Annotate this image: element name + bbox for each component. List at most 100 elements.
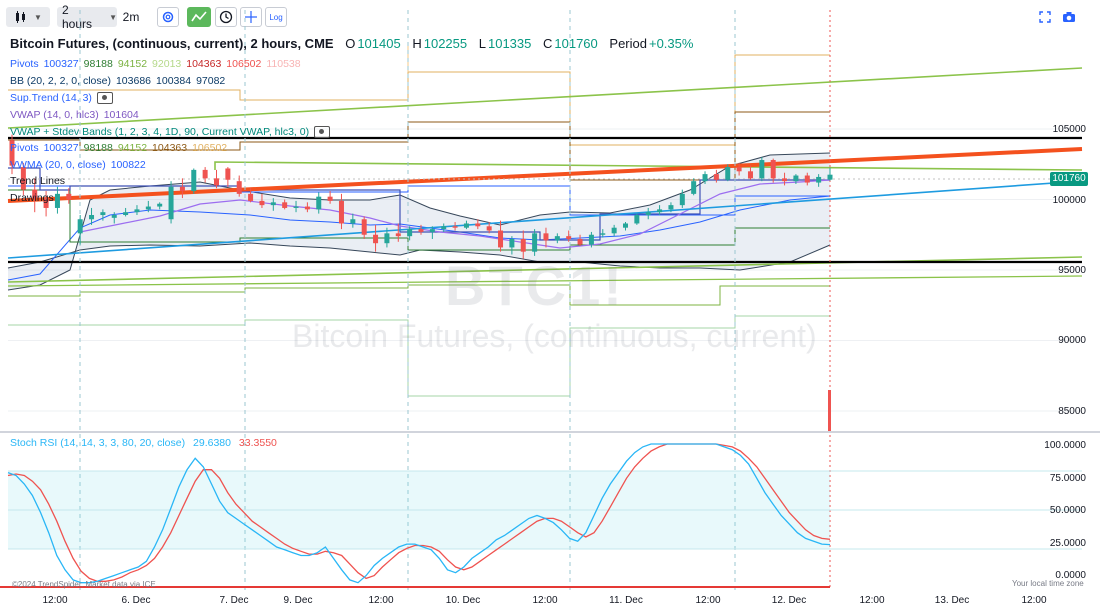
- candle-body[interactable]: [702, 174, 708, 182]
- fullscreen-button[interactable]: [1036, 7, 1054, 27]
- candle-body[interactable]: [804, 175, 810, 183]
- candle-body[interactable]: [248, 193, 254, 201]
- replay-button[interactable]: [215, 7, 237, 27]
- candle-body[interactable]: [816, 176, 822, 183]
- indicator-value: 98188: [83, 58, 113, 70]
- candle-body[interactable]: [407, 229, 413, 237]
- candle-body[interactable]: [657, 209, 663, 213]
- candle-body[interactable]: [89, 215, 95, 220]
- candle-body[interactable]: [452, 226, 458, 228]
- candle-body[interactable]: [395, 233, 401, 237]
- candle-body[interactable]: [429, 229, 435, 232]
- candle-body[interactable]: [191, 169, 197, 192]
- candle-body[interactable]: [782, 178, 788, 182]
- indicator-row[interactable]: Trend Lines: [10, 175, 70, 187]
- candle-body[interactable]: [827, 174, 833, 180]
- candle-body[interactable]: [532, 233, 538, 252]
- timezone-label[interactable]: Your local time zone: [1012, 579, 1084, 588]
- candle-body[interactable]: [32, 189, 38, 199]
- indicator-row[interactable]: Pivots 100327 98188 94152 104363 106502: [10, 142, 232, 154]
- interval-secondary[interactable]: 2m: [120, 7, 142, 27]
- candle-body[interactable]: [338, 200, 344, 224]
- indicator-row[interactable]: Pivots 100327 98188 94152 92013 104363 106502 1…: [10, 58, 306, 70]
- candle-body[interactable]: [20, 167, 26, 190]
- settings-button[interactable]: [157, 7, 179, 27]
- candle-body[interactable]: [134, 209, 140, 213]
- candle-body[interactable]: [713, 174, 719, 180]
- candle-body[interactable]: [736, 167, 742, 172]
- candle-body[interactable]: [100, 212, 106, 216]
- candle-body[interactable]: [123, 212, 129, 216]
- indicator-row[interactable]: VWAP + Stdev Bands (1, 2, 3, 4, 1D, 90, …: [10, 126, 335, 139]
- candle-body[interactable]: [577, 238, 583, 245]
- indicator-row[interactable]: BB (20, 2, 2, 0, close) 103686 100384 97082: [10, 75, 230, 87]
- screenshot-button[interactable]: [1060, 7, 1078, 27]
- candle-body[interactable]: [759, 160, 765, 179]
- candle-body[interactable]: [441, 226, 447, 230]
- candle-body[interactable]: [43, 198, 49, 208]
- eye-icon[interactable]: [96, 92, 113, 105]
- candle-body[interactable]: [747, 171, 753, 179]
- indicator-row[interactable]: Sup.Trend (14, 3): [10, 92, 118, 105]
- candle-body[interactable]: [225, 168, 231, 180]
- candle-body[interactable]: [202, 169, 208, 179]
- candle-body[interactable]: [486, 226, 492, 231]
- auto-trend-button[interactable]: [187, 7, 211, 27]
- trendline-blue: [7, 180, 1083, 259]
- candle-body[interactable]: [77, 219, 83, 234]
- candle-body[interactable]: [520, 238, 526, 252]
- candle-body[interactable]: [259, 200, 265, 206]
- eye-icon[interactable]: [314, 126, 331, 139]
- candle-body[interactable]: [168, 186, 174, 220]
- indicator-row[interactable]: VWAP (14, 0, hlc3) 101604: [10, 109, 144, 121]
- candle-body[interactable]: [793, 175, 799, 182]
- candle-body[interactable]: [304, 206, 310, 210]
- candle-body[interactable]: [179, 186, 185, 192]
- candle-body[interactable]: [679, 193, 685, 206]
- candle-body[interactable]: [293, 206, 299, 208]
- candle-body[interactable]: [9, 140, 15, 166]
- log-scale-button[interactable]: Log: [265, 7, 287, 27]
- candle-body[interactable]: [543, 233, 549, 241]
- candle-body[interactable]: [725, 167, 731, 180]
- candle-body[interactable]: [54, 193, 60, 208]
- candle-body[interactable]: [691, 181, 697, 194]
- candle-body[interactable]: [554, 236, 560, 241]
- candle-body[interactable]: [611, 227, 617, 234]
- candle-body[interactable]: [350, 219, 356, 224]
- candle-body[interactable]: [634, 215, 640, 224]
- candle-body[interactable]: [327, 196, 333, 201]
- candle-body[interactable]: [475, 223, 481, 227]
- candle-body[interactable]: [384, 233, 390, 244]
- candle-body[interactable]: [588, 234, 594, 245]
- candle-body[interactable]: [600, 233, 606, 235]
- candle-body[interactable]: [645, 212, 651, 216]
- candle-body[interactable]: [236, 181, 242, 194]
- chart-type-button[interactable]: ▼: [6, 7, 50, 27]
- description-watermark: Bitcoin Futures, (continuous, current): [292, 318, 817, 354]
- interval-select[interactable]: 2 hours ▼: [57, 3, 117, 31]
- candle-body[interactable]: [316, 196, 322, 210]
- candle-body[interactable]: [270, 202, 276, 206]
- candle-body[interactable]: [66, 193, 72, 200]
- candle-body[interactable]: [668, 205, 674, 210]
- rsi-tick-label: 75.0000: [1049, 473, 1086, 484]
- candle-body[interactable]: [361, 219, 367, 235]
- candle-body[interactable]: [373, 234, 379, 244]
- candle-body[interactable]: [282, 202, 288, 208]
- candle-body[interactable]: [498, 230, 504, 248]
- candle-body[interactable]: [157, 203, 163, 207]
- indicator-row[interactable]: Drawings: [10, 192, 59, 204]
- candle-body[interactable]: [418, 229, 424, 232]
- chevron-down-icon: ▼: [109, 12, 117, 22]
- candle-body[interactable]: [214, 178, 219, 186]
- candle-body[interactable]: [463, 223, 469, 228]
- candle-body[interactable]: [145, 206, 151, 210]
- candle-body[interactable]: [111, 215, 117, 218]
- candle-body[interactable]: [509, 238, 515, 248]
- candle-body[interactable]: [566, 236, 572, 239]
- indicator-row[interactable]: VWMA (20, 0, close) 100822: [10, 159, 151, 171]
- candle-body[interactable]: [623, 223, 628, 228]
- candle-body[interactable]: [770, 160, 776, 179]
